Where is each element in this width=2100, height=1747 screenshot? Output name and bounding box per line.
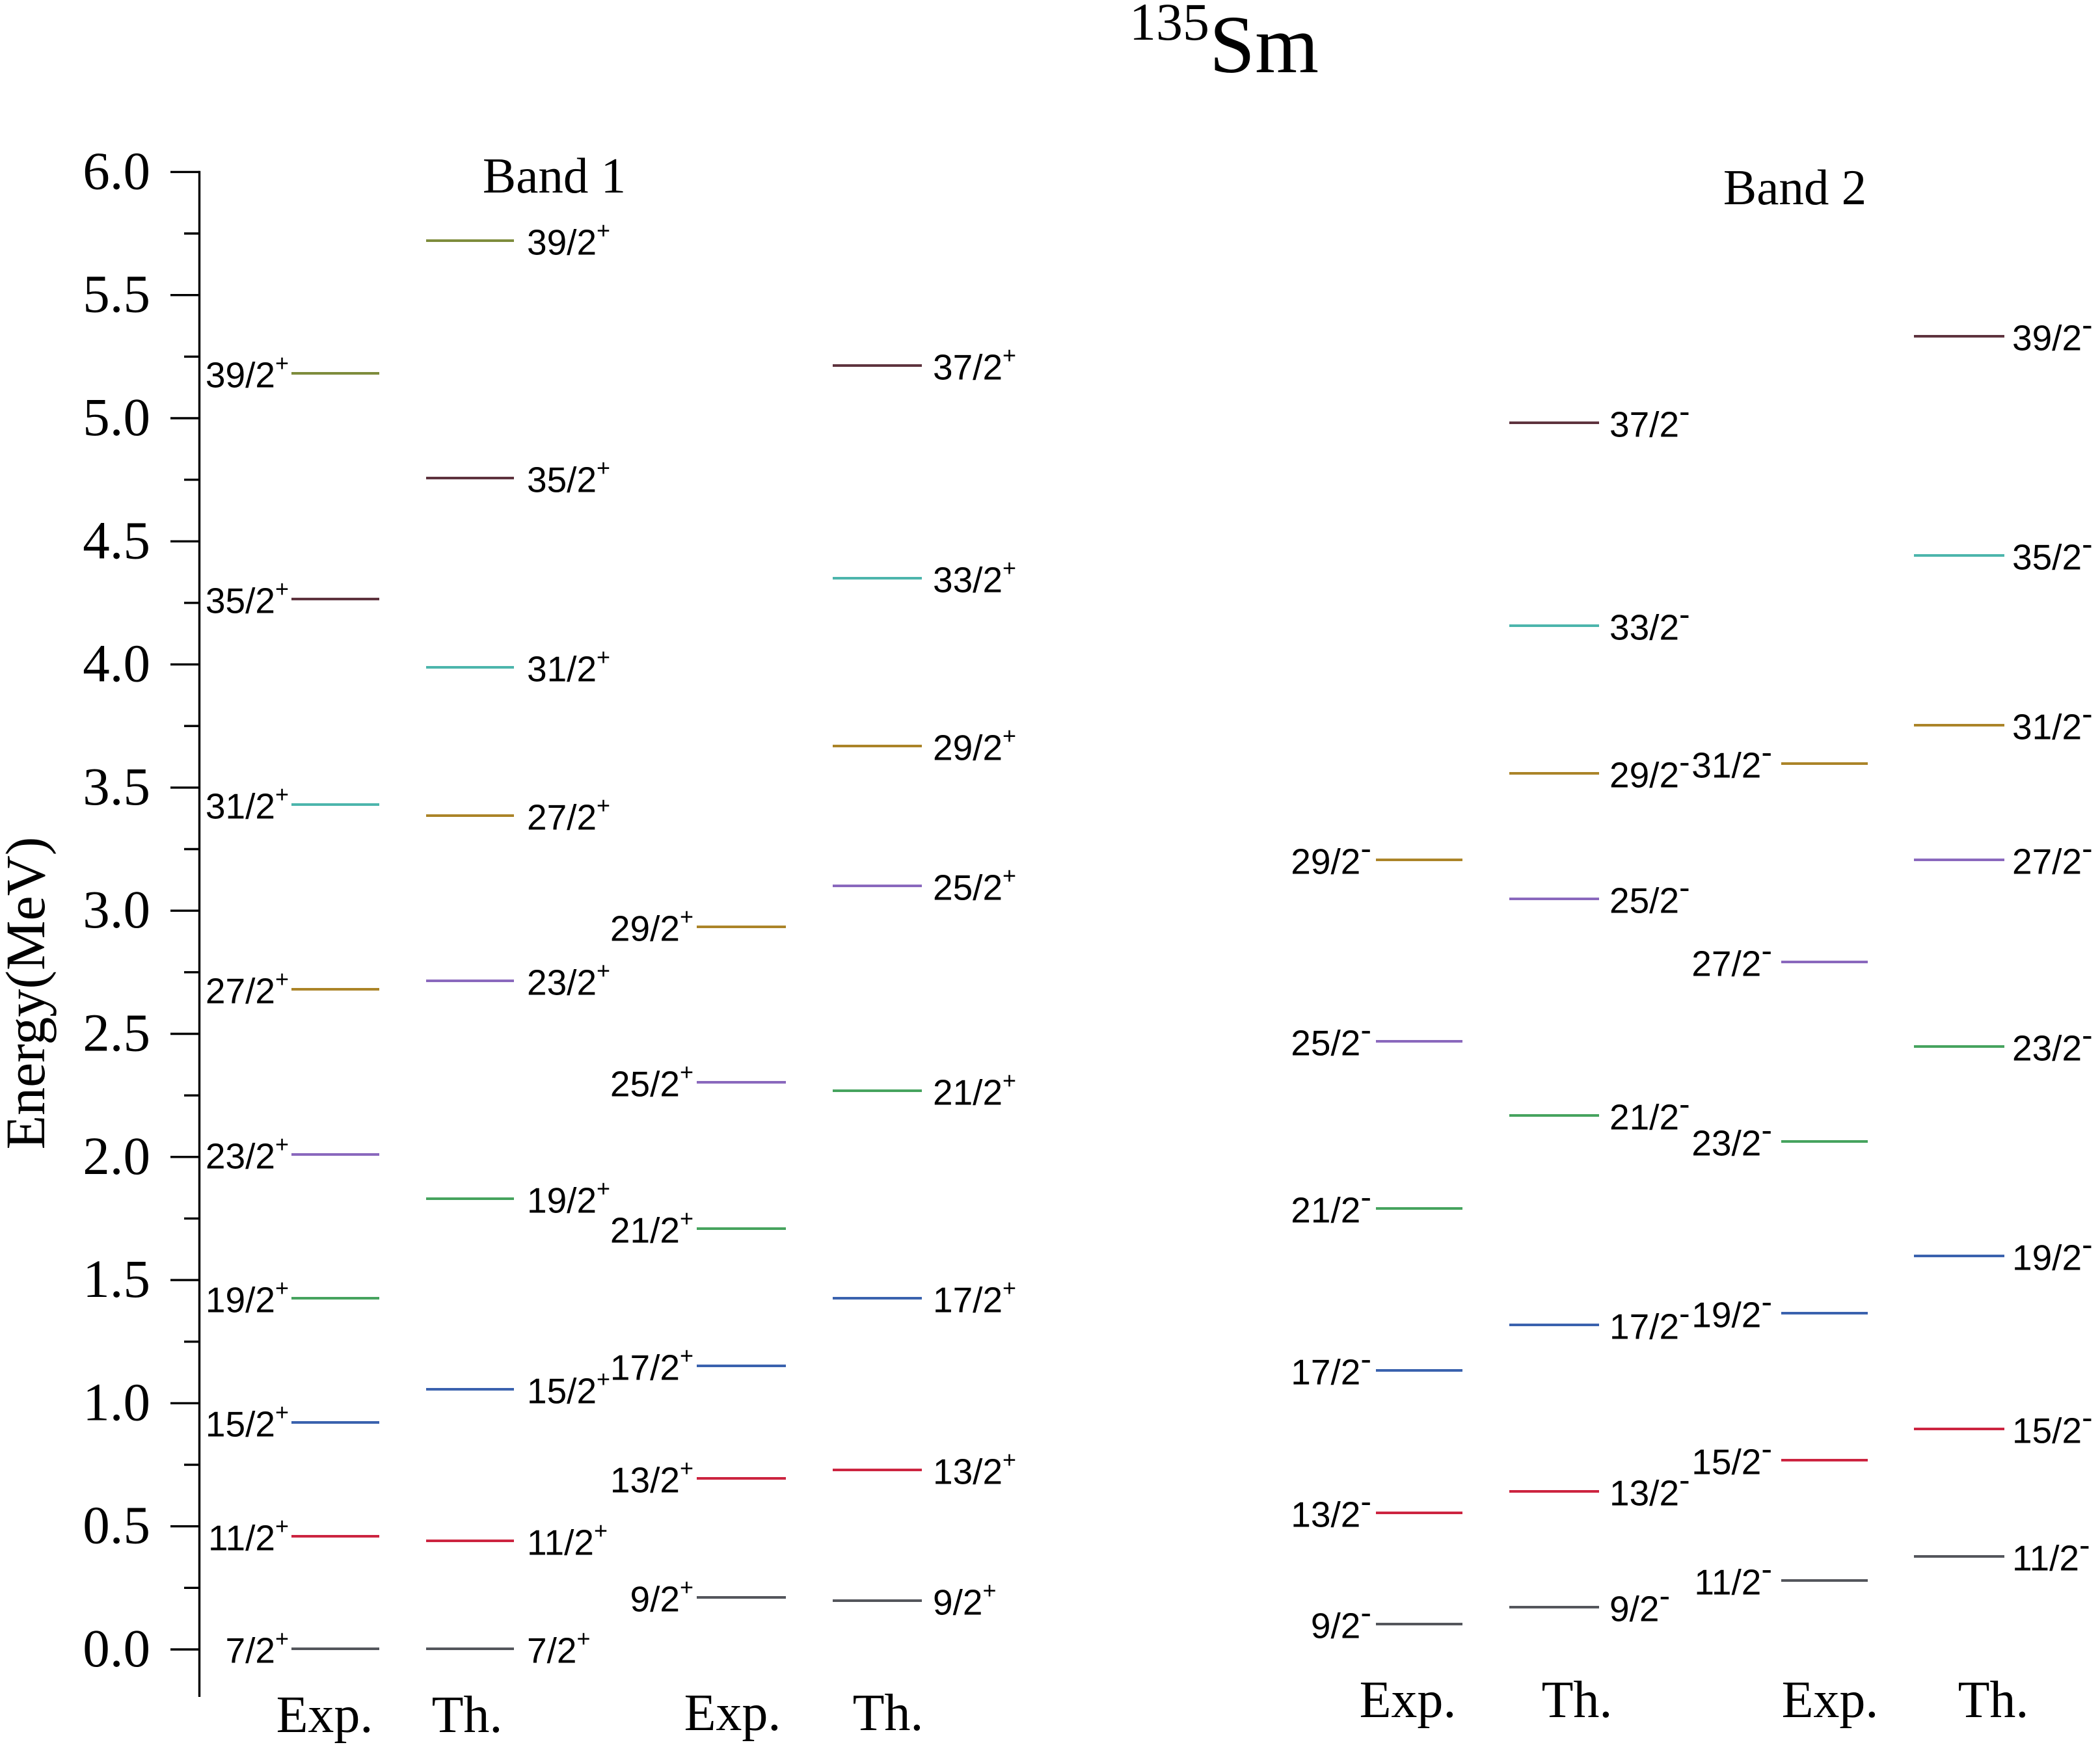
svg-text:2.5: 2.5 (83, 1003, 150, 1063)
svg-text:Th.: Th. (853, 1685, 924, 1742)
svg-text:Th.: Th. (432, 1687, 503, 1744)
svg-text:1.5: 1.5 (83, 1249, 150, 1309)
svg-text:33/2+: 33/2+ (933, 555, 1016, 600)
svg-text:29/2+: 29/2+ (933, 723, 1016, 768)
svg-text:Exp.: Exp. (684, 1685, 781, 1742)
svg-text:23/2+: 23/2+ (206, 1131, 289, 1177)
svg-text:1.0: 1.0 (83, 1372, 150, 1432)
svg-text:Th.: Th. (1542, 1672, 1613, 1729)
svg-text:21/2+: 21/2+ (610, 1205, 693, 1251)
svg-text:5.5: 5.5 (83, 264, 150, 324)
svg-text:13/2+: 13/2+ (610, 1455, 693, 1500)
svg-text:39/2+: 39/2+ (206, 350, 289, 395)
svg-text:31/2+: 31/2+ (206, 781, 289, 827)
svg-text:3.5: 3.5 (83, 756, 150, 816)
svg-text:25/2+: 25/2+ (610, 1059, 693, 1104)
svg-text:Exp.: Exp. (276, 1687, 373, 1744)
svg-text:31/2+: 31/2+ (527, 644, 610, 689)
svg-text:35/2+: 35/2+ (527, 455, 610, 500)
svg-text:23/2+: 23/2+ (527, 957, 610, 1003)
svg-text:135Sm: 135Sm (1129, 0, 1319, 90)
svg-text:15/2+: 15/2+ (206, 1399, 289, 1445)
svg-text:Exp.: Exp. (1360, 1672, 1457, 1729)
svg-text:35/2+: 35/2+ (206, 576, 289, 621)
svg-text:5.0: 5.0 (83, 387, 150, 447)
svg-text:11/2+: 11/2+ (527, 1517, 608, 1563)
svg-text:29/2+: 29/2+ (610, 903, 693, 949)
svg-text:3.0: 3.0 (83, 879, 150, 939)
svg-text:Band 1: Band 1 (483, 148, 626, 204)
svg-text:Exp.: Exp. (1782, 1672, 1879, 1729)
svg-text:17/2+: 17/2+ (933, 1275, 1016, 1320)
svg-text:4.5: 4.5 (83, 510, 150, 570)
svg-text:27/2+: 27/2+ (527, 792, 610, 838)
svg-text:27/2+: 27/2+ (206, 966, 289, 1011)
svg-text:21/2+: 21/2+ (933, 1067, 1016, 1113)
svg-text:19/2+: 19/2+ (527, 1175, 610, 1221)
svg-text:11/2+: 11/2+ (208, 1513, 289, 1558)
svg-text:25/2+: 25/2+ (933, 862, 1016, 908)
svg-text:Th.: Th. (1958, 1672, 2029, 1729)
svg-text:6.0: 6.0 (83, 140, 150, 200)
svg-text:Band 2: Band 2 (1723, 159, 1866, 215)
svg-text:9/2+: 9/2+ (933, 1577, 997, 1623)
svg-text:19/2+: 19/2+ (206, 1275, 289, 1320)
svg-text:4.0: 4.0 (83, 633, 150, 693)
svg-text:Energy(MeV): Energy(MeV) (0, 837, 57, 1150)
svg-text:0.0: 0.0 (83, 1618, 150, 1678)
svg-text:2.0: 2.0 (83, 1126, 150, 1186)
svg-text:17/2+: 17/2+ (610, 1342, 693, 1388)
svg-text:0.5: 0.5 (83, 1495, 150, 1555)
svg-text:39/2+: 39/2+ (527, 217, 610, 263)
svg-text:15/2+: 15/2+ (527, 1366, 610, 1411)
svg-text:37/2+: 37/2+ (933, 342, 1016, 388)
svg-text:13/2+: 13/2+ (933, 1447, 1016, 1492)
